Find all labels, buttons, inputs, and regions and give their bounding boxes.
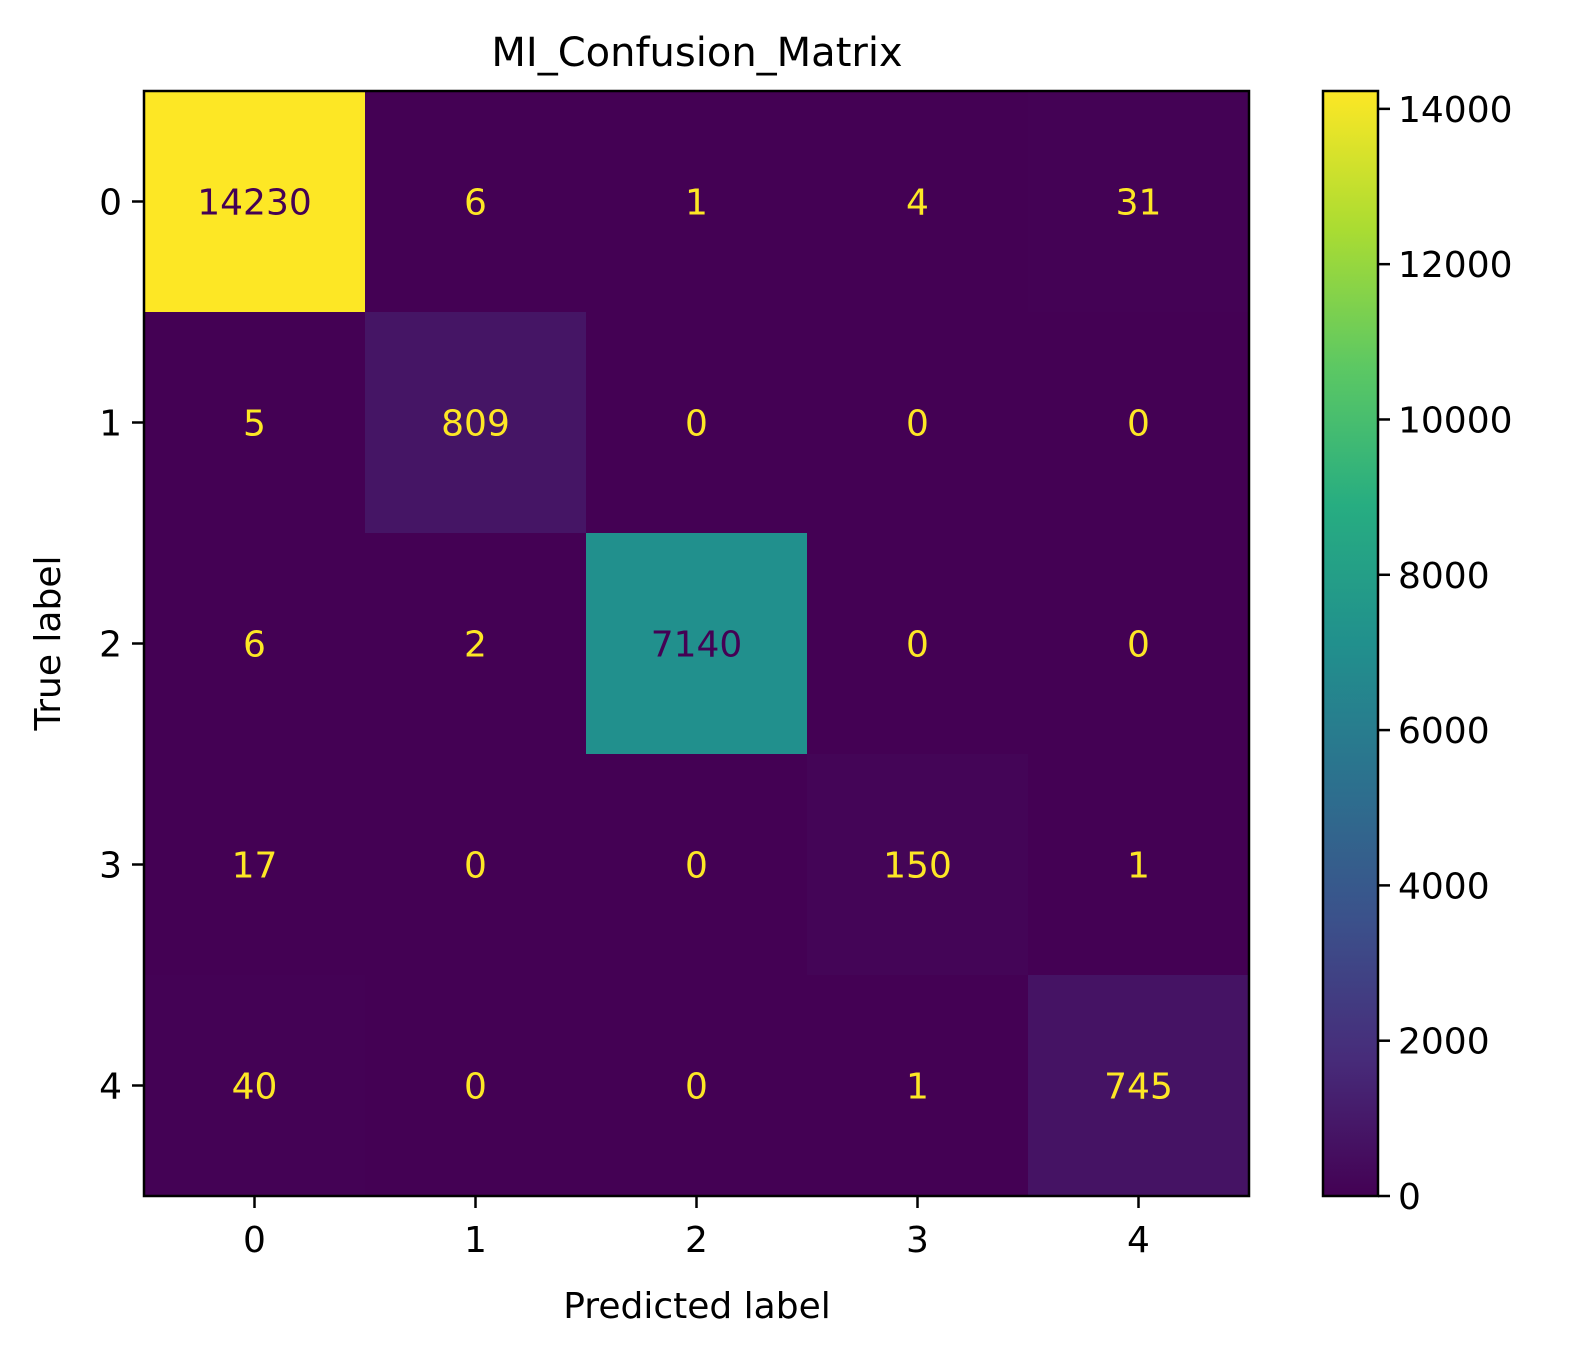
cell-value-label: 2 (464, 625, 487, 666)
x-tick-label: 1 (464, 1220, 487, 1261)
heatmap-cell (144, 754, 366, 976)
cell-value-label: 7140 (651, 625, 743, 666)
colorbar (1321, 89, 1380, 1198)
colorbar-tick-label: 10000 (1398, 400, 1513, 441)
heatmap-cell (807, 975, 1029, 1197)
cell-value-label: 0 (685, 846, 708, 887)
x-axis: 0 1 2 3 4 (243, 1196, 1150, 1261)
cell-value-label: 150 (883, 846, 952, 887)
heatmap-cell (586, 754, 808, 976)
colorbar-tick-label: 12000 (1398, 245, 1513, 286)
heatmap-cell (807, 312, 1029, 534)
heatmap-cell (1028, 754, 1250, 976)
cell-value-label: 17 (232, 846, 278, 887)
heatmap-cell (586, 312, 808, 534)
cell-value-label: 0 (685, 404, 708, 445)
cell-value-label: 5 (243, 404, 266, 445)
cell-value-label: 4 (906, 183, 929, 224)
cell-value-label: 0 (464, 846, 487, 887)
heatmap-cell (365, 312, 587, 534)
cell-value-label: 0 (1127, 625, 1150, 666)
cell-value-label: 31 (1116, 183, 1162, 224)
x-tick-label: 3 (906, 1220, 929, 1261)
chart-title: MI_Confusion_Matrix (491, 30, 902, 76)
cell-value-label: 14230 (197, 183, 312, 224)
heatmap-cell (1028, 533, 1250, 755)
cell-value-label: 40 (232, 1067, 278, 1108)
cell-value-label: 0 (464, 1067, 487, 1108)
colorbar-tick-label: 14000 (1398, 90, 1513, 131)
y-axis: 0 1 2 3 4 (99, 183, 144, 1108)
heatmap-cell (365, 533, 587, 755)
heatmap-cell (1028, 975, 1250, 1197)
heatmap-cell (365, 91, 587, 313)
heatmap-cell (144, 975, 366, 1197)
x-tick-label: 4 (1127, 1220, 1150, 1261)
heatmap-cell (1028, 312, 1250, 534)
cell-value-label: 1 (906, 1067, 929, 1108)
cell-value-label: 809 (441, 404, 510, 445)
colorbar-tick-label: 8000 (1398, 556, 1490, 597)
cell-value-label: 1 (685, 183, 708, 224)
colorbar-tick-label: 0 (1398, 1177, 1421, 1218)
heatmap-cell (807, 754, 1029, 976)
heatmap-cells (144, 91, 1250, 1197)
cell-value-label: 745 (1104, 1067, 1173, 1108)
colorbar-tick-label: 2000 (1398, 1022, 1490, 1063)
y-tick-label: 4 (99, 1067, 122, 1108)
cell-value-label: 0 (906, 625, 929, 666)
heatmap-cell (365, 975, 587, 1197)
cell-value-label: 6 (243, 625, 266, 666)
heatmap-cell (586, 533, 808, 755)
colorbar-tick-label: 4000 (1398, 866, 1490, 907)
heatmap-cell (807, 91, 1029, 313)
heatmap-cell-labels: 14230 6 1 4 31 5 809 0 0 0 6 2 7140 0 0 17 0 0 150 1 40 0 0 1 74… (197, 183, 1173, 1108)
colorbar-tick-label: 6000 (1398, 711, 1490, 752)
y-tick-label: 2 (99, 625, 122, 666)
colorbar-ticks: 0 2000 4000 6000 8000 10000 12000 14000 (1378, 90, 1513, 1218)
x-tick-label: 0 (243, 1220, 266, 1261)
cell-value-label: 1 (1127, 846, 1150, 887)
heatmap-cell (365, 754, 587, 976)
heatmap-cell (144, 91, 366, 313)
y-tick-label: 0 (99, 183, 122, 224)
cell-value-label: 0 (1127, 404, 1150, 445)
heatmap-cell (586, 91, 808, 313)
x-axis-label: Predicted label (563, 1286, 831, 1327)
y-tick-label: 3 (99, 846, 122, 887)
cell-value-label: 6 (464, 183, 487, 224)
heatmap-cell (144, 312, 366, 534)
cell-value-label: 0 (685, 1067, 708, 1108)
cell-value-label: 0 (906, 404, 929, 445)
y-axis-label: True label (28, 556, 69, 732)
heatmap-cell (586, 975, 808, 1197)
heatmap-cell (807, 533, 1029, 755)
x-tick-label: 2 (685, 1220, 708, 1261)
heatmap-cell (144, 533, 366, 755)
heatmap-cell (1028, 91, 1250, 313)
y-tick-label: 1 (99, 404, 122, 445)
